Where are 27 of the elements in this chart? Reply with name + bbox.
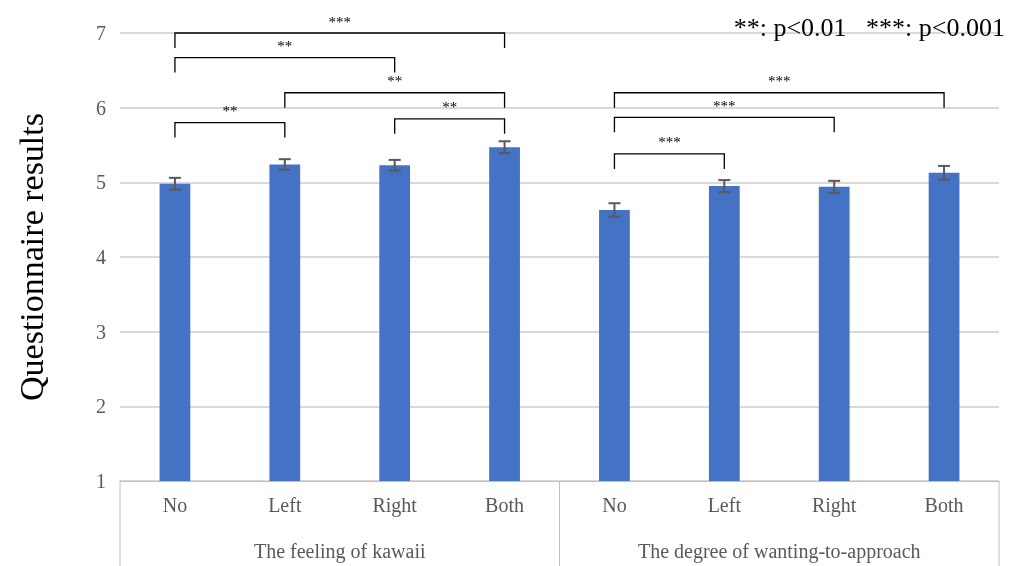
- annotation: ***: [658, 134, 681, 151]
- annotation: **: [277, 38, 293, 55]
- annotation: **: p<0.01 ***: p<0.001: [733, 12, 1006, 42]
- x-tick-label: Right: [372, 494, 418, 517]
- annotation: **: [442, 99, 458, 116]
- x-tick-label: Both: [485, 494, 525, 516]
- y-axis-title: Questionnaire results: [12, 113, 50, 401]
- x-tick-label: No: [162, 494, 188, 516]
- x-tick-label: Right: [811, 494, 857, 517]
- y-tick-label: 6: [96, 96, 106, 119]
- x-tick-label: Left: [268, 494, 302, 516]
- annotation: ***: [768, 73, 791, 90]
- y-tick-label: 2: [96, 395, 106, 418]
- text: The degree of wanting-to-approach: [637, 540, 921, 563]
- text: The feeling of kawaii: [253, 540, 426, 563]
- y-tick-label: 3: [96, 320, 106, 343]
- x-tick-label: Left: [707, 494, 742, 516]
- annotation: ***: [713, 97, 736, 114]
- text: ***: [328, 13, 351, 30]
- y-tick-label: 4: [96, 246, 106, 268]
- y-tick-label: 7: [96, 22, 106, 44]
- y-tick-label: 5: [96, 171, 106, 194]
- annotation: **: [387, 73, 403, 90]
- y-tick-label: 1: [96, 470, 106, 492]
- x-tick-label: No: [602, 494, 627, 516]
- annotation: **: [222, 103, 238, 120]
- x-tick-label: Both: [924, 494, 964, 516]
